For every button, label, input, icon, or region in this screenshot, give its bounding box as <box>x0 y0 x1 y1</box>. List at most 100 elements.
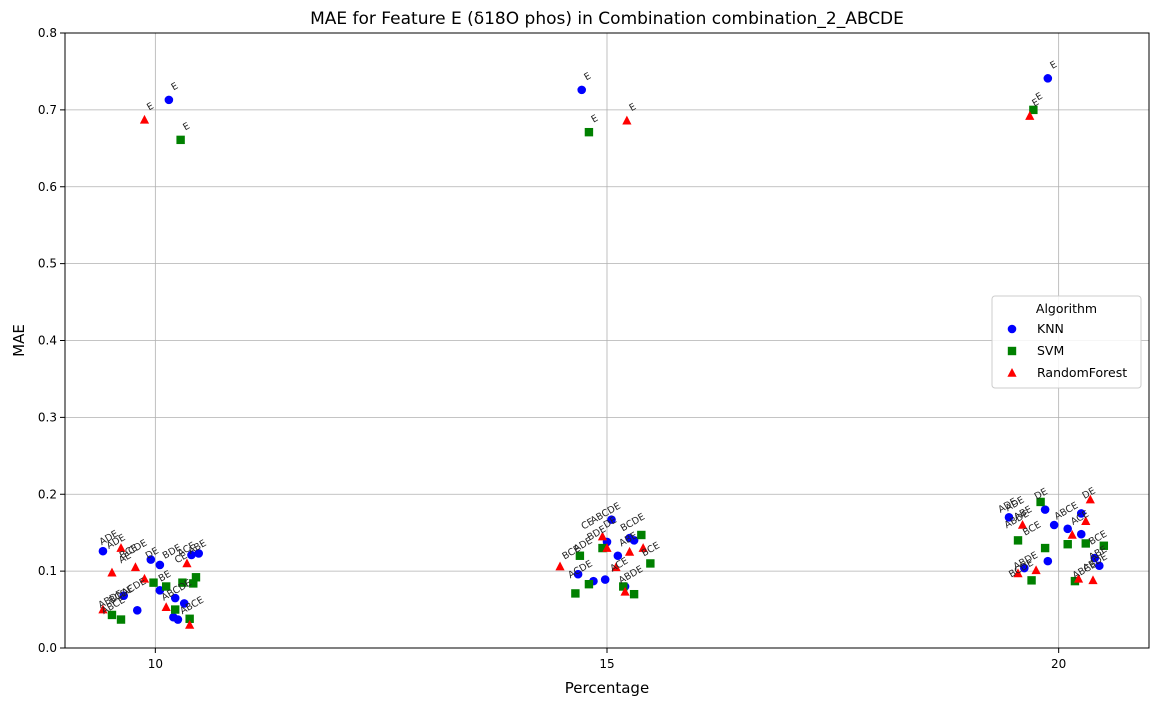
x-tick-label: 20 <box>1051 657 1066 671</box>
svm-point <box>1013 536 1023 545</box>
randomforest-point <box>620 586 630 596</box>
knn-point <box>600 575 610 584</box>
svm-point <box>584 579 594 589</box>
randomforest-point <box>1081 516 1091 525</box>
knn-point <box>607 515 616 524</box>
svm-point <box>619 582 628 591</box>
point-label: CE <box>579 516 595 532</box>
point-label: E <box>1034 91 1045 104</box>
svm-point <box>629 589 639 599</box>
point-label: E <box>582 71 593 84</box>
x-tick-label: 15 <box>599 657 614 671</box>
y-tick-label: 0.0 <box>38 641 57 655</box>
knn-point <box>1020 563 1029 573</box>
knn-point <box>1090 553 1100 563</box>
randomforest-point <box>624 546 635 556</box>
svm-point <box>575 551 585 560</box>
legend: Algorithm KNN SVM RandomForest <box>991 295 1142 389</box>
randomforest-point <box>1088 575 1098 585</box>
legend-marker-knn <box>1007 324 1017 334</box>
point-label: E <box>627 101 638 114</box>
axes: 10 15 20 0.0 0.1 0.2 0.3 0.4 0.5 0.6 0.7 0.8 <box>38 26 1066 671</box>
point-label: E <box>181 121 192 134</box>
legend-label-knn: KNN <box>1037 321 1064 336</box>
knn-point <box>1049 520 1059 530</box>
knn-point <box>132 606 142 615</box>
knn-point <box>577 85 587 95</box>
knn-point <box>173 615 183 624</box>
knn-point <box>164 95 174 105</box>
legend-box <box>991 295 1142 389</box>
svm-point <box>191 573 201 582</box>
y-tick-label: 0.4 <box>38 334 57 348</box>
randomforest-point <box>107 567 117 577</box>
knn-point <box>1004 513 1014 522</box>
svm-point <box>1099 541 1109 550</box>
randomforest-point <box>555 561 565 571</box>
randomforest-point <box>597 531 608 541</box>
y-tick-label: 0.8 <box>38 26 57 40</box>
point-label: BE <box>157 569 173 585</box>
y-tick-label: 0.6 <box>38 180 57 194</box>
knn-point <box>187 550 196 560</box>
randomforest-point <box>602 543 612 552</box>
legend-label-svm: SVM <box>1037 343 1064 358</box>
svm-point <box>171 605 180 614</box>
svm-point <box>116 615 126 624</box>
randomforest-point <box>185 619 195 629</box>
knn-point <box>1043 74 1053 83</box>
randomforest-point <box>130 562 141 572</box>
svm-point <box>1063 540 1072 549</box>
randomforest-point <box>638 543 648 552</box>
x-tick-label: 10 <box>148 657 163 671</box>
randomforest-point <box>622 115 632 125</box>
svm-point <box>1036 497 1045 507</box>
knn-point <box>1040 505 1050 514</box>
svm-point <box>1027 576 1036 585</box>
randomforest-point <box>1085 494 1095 504</box>
knn-point <box>1063 524 1072 534</box>
svm-point <box>637 530 646 540</box>
randomforest-point <box>1067 529 1077 539</box>
knn-point <box>1095 561 1104 571</box>
knn-point <box>179 599 189 608</box>
point-label: E <box>145 101 156 114</box>
y-tick-label: 0.3 <box>38 410 57 424</box>
y-tick-label: 0.5 <box>38 257 57 271</box>
legend-marker-randomforest <box>1007 368 1017 377</box>
svm-point <box>646 559 655 568</box>
randomforest-point <box>116 543 126 552</box>
svm-point <box>1029 105 1038 115</box>
point-label: E <box>1048 59 1059 72</box>
point-label: E <box>590 113 601 126</box>
y-tick-label: 0.7 <box>38 103 57 117</box>
svm-point <box>598 543 607 553</box>
svm-point <box>584 127 594 137</box>
randomforest-point <box>1025 111 1035 120</box>
legend-marker-svm <box>1007 346 1017 356</box>
svm-point <box>178 578 187 587</box>
knn-point <box>613 551 623 561</box>
randomforest-point <box>1031 565 1041 575</box>
randomforest-point <box>1073 573 1084 583</box>
y-axis-label: MAE <box>10 324 28 357</box>
knn-point <box>629 536 639 545</box>
svm-point <box>176 135 185 145</box>
chart-title: MAE for Feature E (δ18O phos) in Combina… <box>310 9 904 29</box>
svm-point <box>1040 543 1050 553</box>
svm-point <box>107 610 117 620</box>
knn-point <box>573 569 583 579</box>
legend-title: Algorithm <box>1036 301 1097 316</box>
svm-point <box>1081 539 1090 548</box>
randomforest-point <box>98 604 108 614</box>
knn-point <box>146 555 156 564</box>
randomforest-point <box>1013 568 1023 578</box>
svm-point <box>189 579 198 588</box>
knn-point <box>170 593 180 603</box>
knn-point <box>155 560 165 570</box>
point-label: E <box>170 81 181 94</box>
randomforest-point <box>139 573 150 583</box>
y-tick-label: 0.1 <box>38 564 57 578</box>
svm-point <box>149 578 158 587</box>
